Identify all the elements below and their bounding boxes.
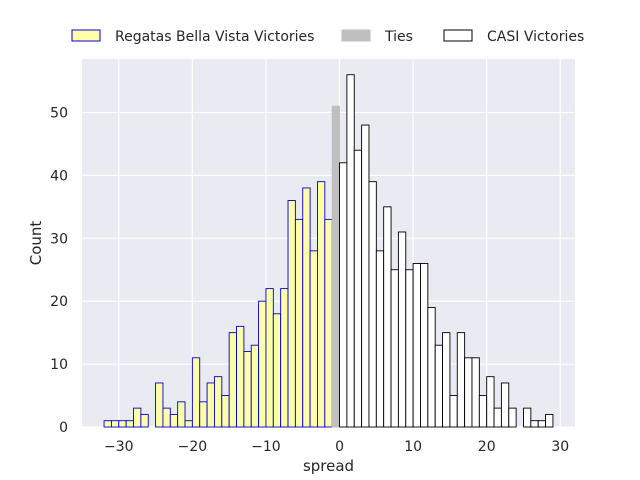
- legend-label: Regatas Bella Vista Victories: [115, 29, 314, 45]
- bar: [493, 407, 502, 428]
- y-tick-label: 10: [50, 357, 68, 373]
- bar: [339, 162, 348, 428]
- x-axis-label: spread: [303, 457, 354, 475]
- bar: [125, 420, 134, 428]
- x-tick-label: 20: [478, 439, 496, 455]
- bar: [412, 262, 421, 428]
- legend: Regatas Bella Vista Victories Ties CASI Vi…: [71, 29, 584, 45]
- bar: [346, 74, 355, 428]
- bar: [361, 124, 370, 428]
- bar: [103, 420, 112, 428]
- y-tick-label: 50: [50, 105, 68, 121]
- bar: [427, 307, 436, 428]
- bar: [177, 401, 186, 428]
- y-axis-ticks: 0 10 20 30 40 50: [50, 105, 68, 436]
- bar: [449, 395, 458, 428]
- bar: [390, 269, 399, 428]
- bar: [258, 300, 267, 428]
- bar: [162, 407, 171, 428]
- bar: [317, 181, 326, 428]
- bar: [309, 250, 318, 428]
- y-tick-label: 0: [59, 420, 68, 436]
- histogram-bars: [103, 74, 554, 428]
- bar: [464, 357, 473, 428]
- bar: [221, 395, 230, 428]
- x-tick-label: −20: [178, 439, 208, 455]
- bar: [383, 206, 392, 428]
- bar: [243, 351, 252, 428]
- bar: [523, 407, 532, 428]
- x-tick-label: 10: [404, 439, 422, 455]
- bar: [545, 413, 554, 428]
- bar: [206, 382, 215, 428]
- bar: [184, 420, 193, 428]
- bar: [434, 344, 444, 428]
- bar: [294, 218, 304, 428]
- bar: [280, 288, 289, 428]
- bar: [236, 325, 245, 428]
- x-tick-label: −30: [104, 439, 134, 455]
- bar: [537, 420, 547, 428]
- bar: [250, 344, 260, 428]
- bar: [265, 288, 274, 428]
- bar: [375, 250, 385, 428]
- bar: [213, 376, 223, 428]
- bar: [191, 357, 201, 428]
- bar: [199, 401, 208, 428]
- bar: [442, 332, 451, 428]
- bar: [353, 149, 363, 428]
- bar: [155, 382, 164, 428]
- bar: [228, 332, 237, 428]
- legend-label: CASI Victories: [487, 29, 584, 45]
- bar: [420, 262, 429, 428]
- bar: [133, 407, 142, 428]
- bar: [331, 105, 340, 428]
- bar: [405, 269, 414, 428]
- bar: [272, 313, 282, 428]
- x-tick-label: −10: [251, 439, 281, 455]
- bar: [478, 395, 488, 428]
- bar: [118, 420, 127, 428]
- legend-label: Ties: [384, 29, 413, 45]
- x-tick-label: 0: [335, 439, 344, 455]
- bar: [397, 231, 407, 428]
- bar: [486, 376, 495, 428]
- legend-swatch: [443, 29, 473, 42]
- bar: [471, 357, 480, 428]
- legend-swatch: [341, 29, 371, 42]
- bar: [287, 200, 296, 428]
- bar: [508, 407, 517, 428]
- bar: [530, 420, 539, 428]
- y-axis-label: Count: [27, 221, 45, 266]
- bar: [368, 181, 377, 428]
- y-tick-label: 20: [50, 294, 68, 310]
- y-tick-label: 40: [50, 168, 68, 184]
- bar: [110, 420, 120, 428]
- bar: [324, 218, 333, 428]
- bar: [500, 382, 510, 428]
- legend-swatch: [71, 29, 101, 42]
- x-axis-ticks: −30 −20 −10 0 10 20 30: [104, 439, 569, 455]
- x-tick-label: 30: [551, 439, 569, 455]
- bar: [302, 187, 311, 428]
- bar: [456, 332, 466, 428]
- bar: [169, 413, 179, 428]
- y-tick-label: 30: [50, 231, 68, 247]
- bar: [140, 413, 149, 428]
